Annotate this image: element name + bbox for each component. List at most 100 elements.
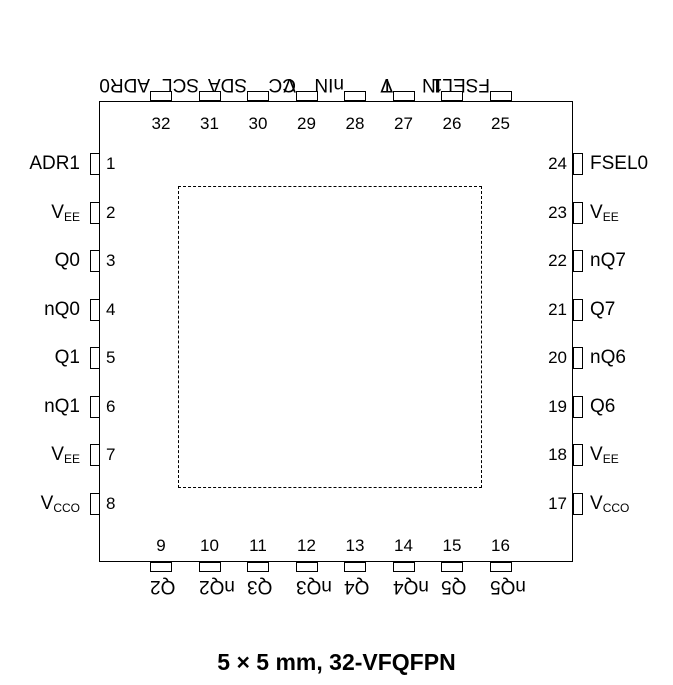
pin-number-19: 19: [548, 396, 567, 416]
pin-number-28: 28: [345, 114, 365, 133]
pin-number-4: 4: [106, 299, 116, 319]
pin-lead-10: [198, 562, 221, 572]
pin-number-12: 12: [297, 536, 316, 555]
pin-label-text: Q5: [441, 576, 467, 597]
pin-number-10: 10: [200, 536, 219, 555]
pin-lead-23: [573, 201, 583, 224]
pin-label-text: FSEL0: [590, 153, 649, 174]
pin-lead-29: [295, 91, 318, 101]
pin-number-5: 5: [106, 348, 116, 367]
pin-number-15: 15: [442, 536, 462, 555]
pin-label-5: Q1: [0, 347, 80, 369]
pin-label-subscript: CCO: [602, 500, 630, 515]
pin-lead-28: [344, 91, 366, 101]
pin-label-text: nIN: [314, 74, 344, 95]
pin-lead-6: [90, 395, 100, 418]
pin-label-22: nQ7: [590, 250, 626, 272]
pin-number-22: 22: [548, 251, 567, 270]
pin-label-subscript: EE: [602, 452, 619, 466]
pin-label-text: nQ6: [590, 347, 626, 368]
pin-lead-7: [90, 444, 100, 466]
pin-label-17: VCCO: [590, 493, 629, 519]
pin-label-text: ADR1: [29, 153, 80, 174]
pin-number-30: 30: [248, 114, 268, 133]
pin-lead-3: [90, 250, 100, 272]
pin-label-text: nQ1: [44, 395, 80, 417]
exposed-pad-outline: [178, 186, 482, 488]
pin-number-2: 2: [106, 202, 116, 222]
pin-label-text: Q1: [54, 347, 80, 368]
pin-number-8: 8: [106, 493, 116, 513]
pin-label-23: VEE: [590, 202, 619, 228]
pin-number-6: 6: [106, 396, 116, 416]
pin-label-text: nQ7: [590, 250, 626, 271]
pin-label-subscript: EE: [63, 209, 80, 224]
pin-number-27: 27: [394, 114, 413, 133]
pin-lead-4: [90, 298, 100, 321]
pin-label-text: V: [590, 492, 603, 514]
pin-lead-20: [573, 347, 583, 369]
pin-lead-8: [90, 492, 100, 515]
pin-label-text: V: [51, 201, 64, 223]
pin-number-20: 20: [548, 348, 567, 367]
pin-label-1: ADR1: [0, 153, 80, 175]
pin-lead-18: [573, 444, 583, 466]
pin-label-text: V: [590, 201, 603, 223]
pin-number-25: 25: [491, 114, 510, 133]
pin-label-19: Q6: [590, 396, 615, 418]
pin-lead-30: [247, 91, 269, 101]
pin-lead-27: [392, 91, 415, 101]
pin-lead-1: [90, 153, 100, 175]
pin-label-text: IN: [422, 74, 441, 95]
pin-lead-31: [198, 91, 221, 101]
pin-lead-17: [573, 492, 583, 515]
pin-number-29: 29: [297, 114, 316, 133]
pin-label-text: Q4: [344, 576, 370, 597]
pin-label-4: nQ0: [0, 299, 80, 321]
pin-label-text: Q3: [247, 576, 273, 597]
pin-number-23: 23: [548, 202, 567, 222]
pin-label-subscript: EE: [63, 452, 80, 466]
pin-number-9: 9: [156, 536, 166, 555]
pin-lead-26: [441, 91, 463, 101]
pin-lead-11: [247, 562, 269, 572]
pin-label-text: V: [590, 444, 603, 465]
pin-label-text: Q2: [150, 576, 176, 597]
pin-label-7: VEE: [0, 444, 80, 470]
pin-label-subscript: T: [380, 74, 393, 95]
pin-lead-13: [344, 562, 366, 572]
pin-lead-19: [573, 395, 583, 418]
pin-number-26: 26: [442, 114, 462, 133]
pin-label-18: VEE: [590, 444, 619, 470]
pin-number-31: 31: [200, 114, 219, 133]
pin-label-6: nQ1: [0, 396, 80, 418]
pin-label-text: Q0: [54, 250, 80, 271]
pin-lead-12: [295, 562, 318, 572]
pin-label-text: Q6: [590, 395, 616, 417]
pin-number-32: 32: [151, 114, 171, 133]
pin-lead-32: [150, 91, 172, 101]
pin-number-14: 14: [394, 536, 413, 555]
pin-lead-9: [150, 562, 172, 572]
pin-lead-22: [573, 250, 583, 272]
pin-lead-14: [392, 562, 415, 572]
pin-lead-5: [90, 347, 100, 369]
pin-label-text: ADR0: [99, 74, 150, 95]
pin-label-8: VCCO: [0, 493, 80, 519]
pin-number-11: 11: [249, 536, 267, 555]
pin-lead-24: [573, 153, 583, 175]
pin-label-24: FSEL0: [590, 153, 648, 175]
pin-label-text: nQ2: [198, 576, 235, 597]
pin-number-7: 7: [106, 445, 116, 464]
pin-label-21: Q7: [590, 299, 615, 321]
pin-number-3: 3: [106, 251, 116, 270]
pin-label-subscript: CC: [268, 74, 296, 95]
pin-number-17: 17: [548, 493, 567, 513]
pin-label-text: nQ5: [489, 576, 526, 597]
pin-number-21: 21: [548, 299, 567, 319]
pin-number-18: 18: [548, 445, 567, 464]
pin-label-2: VEE: [0, 202, 80, 228]
pin-number-13: 13: [345, 536, 365, 555]
pin-label-text: V: [51, 444, 64, 465]
pin-label-subscript: EE: [602, 209, 619, 224]
